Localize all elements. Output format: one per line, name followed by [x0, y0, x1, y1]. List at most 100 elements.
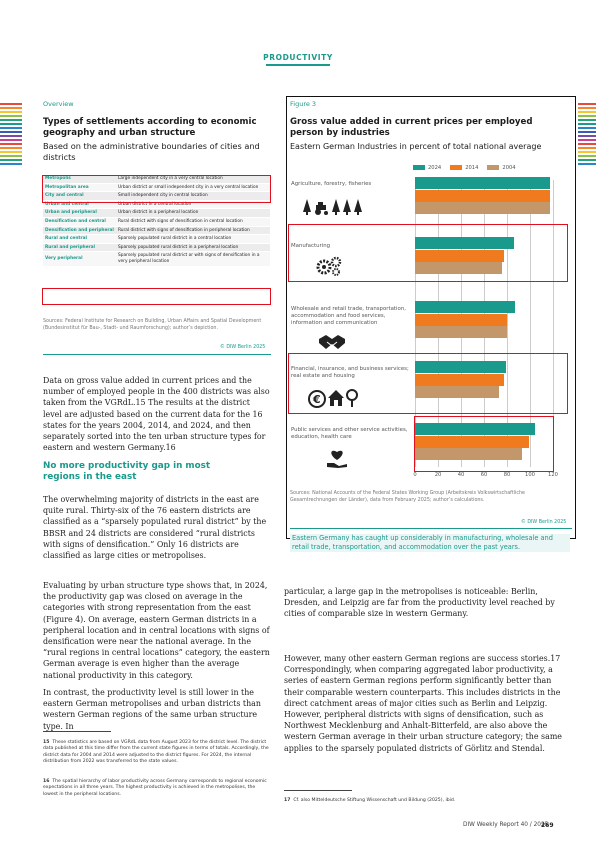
decor-stripe: [578, 103, 596, 105]
decor-stripe: [0, 135, 22, 137]
bar-2004: [415, 262, 503, 274]
decor-stripe: [578, 135, 596, 137]
body-paragraph-1: Data on gross value added in current pri…: [43, 376, 270, 453]
bar-2014: [415, 373, 504, 386]
legend-label: 2014: [465, 165, 479, 171]
decor-stripe: [578, 111, 596, 113]
table-row: Rural and peripheral Sparsely populated r…: [43, 243, 270, 253]
highlight-box-very-peripheral: [42, 288, 271, 305]
x-tick-label: 20: [434, 472, 442, 478]
figure-title: Gross value added in current prices per …: [290, 117, 533, 138]
decor-stripe: [578, 115, 596, 117]
settlement-type: Urban and central: [43, 200, 116, 210]
bar-2024: [415, 177, 550, 189]
category-label: Financial, insurance, and business servi…: [291, 366, 409, 380]
x-tick-label: 40: [457, 472, 465, 478]
decor-stripe: [0, 119, 22, 121]
decor-stripe: [0, 103, 22, 105]
decor-stripe: [578, 147, 596, 149]
settlement-description: Rural district with signs of densificati…: [116, 217, 270, 227]
table-row: City and central Small independent city i…: [43, 191, 270, 201]
x-tick-label: 0: [413, 472, 417, 478]
settlement-type: Very peripheral: [43, 251, 116, 267]
decor-stripe: [0, 151, 22, 153]
highlight-box-metropolis: [42, 175, 271, 203]
legend-swatch: [413, 165, 425, 170]
section-rule: [266, 64, 330, 66]
table-row: Urban and peripheral Urban district in a …: [43, 208, 270, 218]
overview-label: Overview: [43, 100, 74, 108]
settlement-description: Sparsely populated rural district in a p…: [116, 243, 270, 253]
overview-copyright: © DIW Berlin 2025: [220, 345, 266, 350]
figure-caption: Eastern Germany has caught up considerab…: [290, 534, 570, 552]
decor-stripe: [578, 119, 596, 121]
legend-label: 2004: [502, 165, 516, 171]
x-tick-label: 120: [548, 472, 558, 478]
legend-swatch: [450, 165, 463, 170]
gridline: [530, 180, 531, 467]
decor-stripe: [578, 131, 596, 133]
decor-stripe: [578, 139, 596, 141]
bar-2014: [415, 435, 529, 448]
footnote-17-number: 17: [284, 798, 291, 803]
body-paragraph-3: Evaluating by urban structure type shows…: [43, 581, 270, 680]
legend-item: 2014: [450, 165, 478, 171]
heart-hand-icon: [327, 450, 347, 468]
bar-2014: [415, 189, 550, 202]
decor-stripe: [578, 143, 596, 145]
figure-copyright: © DIW Berlin 2025: [521, 520, 567, 525]
legend-swatch: [487, 165, 500, 170]
overview-title: Types of settlements according to econom…: [43, 117, 257, 138]
bar-2004: [415, 202, 550, 214]
footnote-16: 16 The spatial hierarchy of labor produc…: [43, 779, 271, 798]
settlement-description: Urban district or small independent city…: [116, 183, 270, 193]
table-row: Densification and central Rural district …: [43, 217, 270, 227]
highlight-box: [414, 416, 554, 472]
decor-stripe: [0, 115, 22, 117]
bar-2024: [415, 423, 535, 435]
figure-rule: [290, 528, 572, 529]
chart-legend: 2024 2014 2004: [413, 165, 516, 171]
settlement-description: Large independent city in a very central…: [116, 175, 270, 184]
settlement-type: Densification and peripheral: [43, 226, 116, 236]
svg-text:€: €: [312, 393, 321, 406]
settlement-description: Sparsely populated rural district in a c…: [116, 234, 270, 244]
decor-stripe: [0, 131, 22, 133]
legend-item: 2024: [413, 165, 441, 171]
body-paragraph-4: In contrast, the productivity level is s…: [43, 688, 261, 731]
decor-stripe: [0, 139, 22, 141]
bar-2024: [415, 301, 516, 313]
table-row: Rural and central Sparsely populated rura…: [43, 234, 270, 244]
figure-label: Figure 3: [290, 100, 317, 108]
table-row: Metropolitan area Urban district or small…: [43, 183, 270, 193]
x-tick-label: 80: [503, 472, 511, 478]
overview-rule: [43, 354, 271, 355]
settlement-type: Metropolitan area: [43, 183, 116, 193]
table-row: Urban and central Urban district in a cen…: [43, 200, 270, 210]
x-tick-label: 100: [525, 472, 535, 478]
handshake-icon: [319, 335, 345, 349]
footnote-15-text: These statistics are based on VGRdL data…: [43, 740, 269, 764]
category-label: Agriculture, forestry, fisheries: [291, 181, 372, 187]
legend-item: 2004: [487, 165, 516, 171]
figure-subtitle: Eastern German Industries in percent of …: [290, 142, 542, 151]
bar-2004: [415, 386, 499, 398]
table-row: Densification and peripheral Rural distri…: [43, 226, 270, 236]
footer-report: DIW Weekly Report 40 / 2025: [463, 822, 549, 828]
highlight-box: [288, 224, 568, 282]
section-heading: No more productivity gap in most regions…: [43, 461, 211, 482]
gears-icon: [316, 256, 342, 276]
decor-stripe: [0, 127, 22, 129]
bar-2014: [415, 313, 507, 326]
category-label: Public services and other service activi…: [291, 427, 408, 441]
footnote-15-number: 15: [43, 740, 50, 745]
footnote-rule-left: [43, 731, 111, 732]
decor-stripe: [0, 143, 22, 145]
settlement-type: Rural and peripheral: [43, 243, 116, 253]
decor-stripe: [0, 107, 22, 109]
decor-stripe: [578, 163, 596, 165]
footnote-16-number: 16: [43, 779, 50, 784]
overview-source: Sources: Federal Institute for Research …: [43, 319, 262, 331]
category-label: Manufacturing: [291, 243, 331, 249]
settlement-types-table: Metropolis Large independent city in a ve…: [43, 175, 270, 267]
